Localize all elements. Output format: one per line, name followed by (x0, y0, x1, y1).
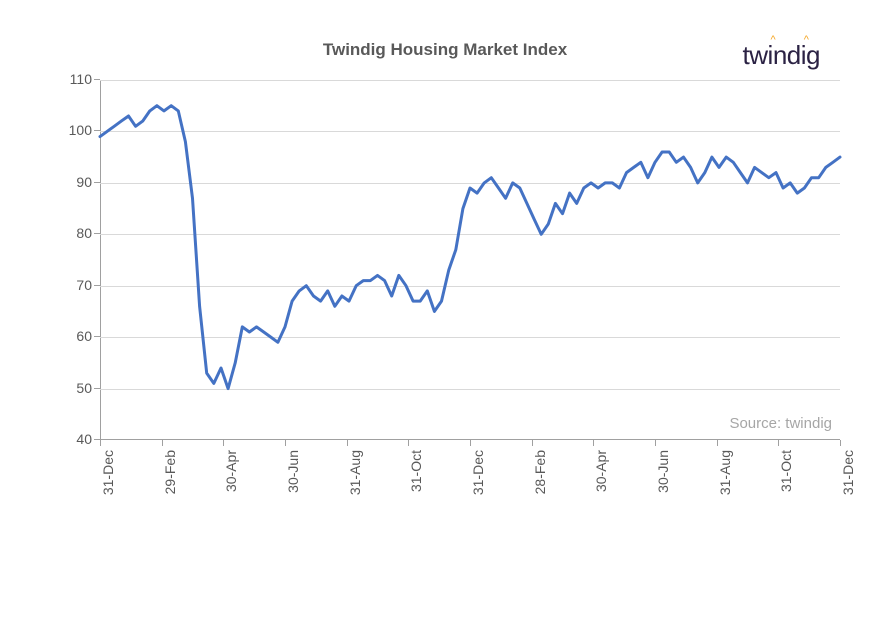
x-tick-label: 28-Feb (532, 450, 548, 494)
x-tick: 31-Dec (840, 440, 841, 446)
x-tick-label: 31-Oct (778, 450, 794, 492)
x-tick-label: 31-Dec (100, 450, 116, 495)
y-tick-label: 60 (60, 328, 92, 344)
x-tick-label: 31-Aug (347, 450, 363, 495)
source-label: Source: twindig (729, 415, 832, 432)
y-tick-label: 80 (60, 225, 92, 241)
y-tick-label: 40 (60, 431, 92, 447)
x-tick-label: 31-Oct (408, 450, 424, 492)
x-tick-label: 31-Aug (717, 450, 733, 495)
x-tick: 31-Oct (778, 440, 779, 446)
x-tick: 30-Jun (285, 440, 286, 446)
y-tick-label: 100 (60, 122, 92, 138)
plot-area: 405060708090100110 31-Dec29-Feb30-Apr30-… (100, 80, 840, 440)
x-tick-label: 30-Apr (593, 450, 609, 492)
x-tick-label: 30-Jun (655, 450, 671, 493)
chart-container: Twindig Housing Market Index twi^ndi^g 4… (50, 40, 840, 580)
y-tick-label: 70 (60, 277, 92, 293)
line-series (100, 80, 840, 440)
y-tick-label: 50 (60, 380, 92, 396)
x-tick-label: 30-Jun (285, 450, 301, 493)
x-tick: 30-Apr (593, 440, 594, 446)
x-tick-label: 29-Feb (162, 450, 178, 494)
y-tick-label: 110 (60, 71, 92, 87)
x-tick: 28-Feb (532, 440, 533, 446)
x-tick: 31-Aug (717, 440, 718, 446)
x-tick: 29-Feb (162, 440, 163, 446)
x-tick: 31-Aug (347, 440, 348, 446)
x-tick: 31-Dec (100, 440, 101, 446)
x-tick: 30-Jun (655, 440, 656, 446)
y-tick-label: 90 (60, 174, 92, 190)
chart-title: Twindig Housing Market Index (50, 40, 840, 60)
x-tick: 30-Apr (223, 440, 224, 446)
x-tick: 31-Oct (408, 440, 409, 446)
x-tick-label: 31-Dec (840, 450, 856, 495)
x-tick: 31-Dec (470, 440, 471, 446)
x-tick-label: 31-Dec (470, 450, 486, 495)
x-tick-label: 30-Apr (223, 450, 239, 492)
twindig-logo: twi^ndi^g (743, 40, 820, 71)
